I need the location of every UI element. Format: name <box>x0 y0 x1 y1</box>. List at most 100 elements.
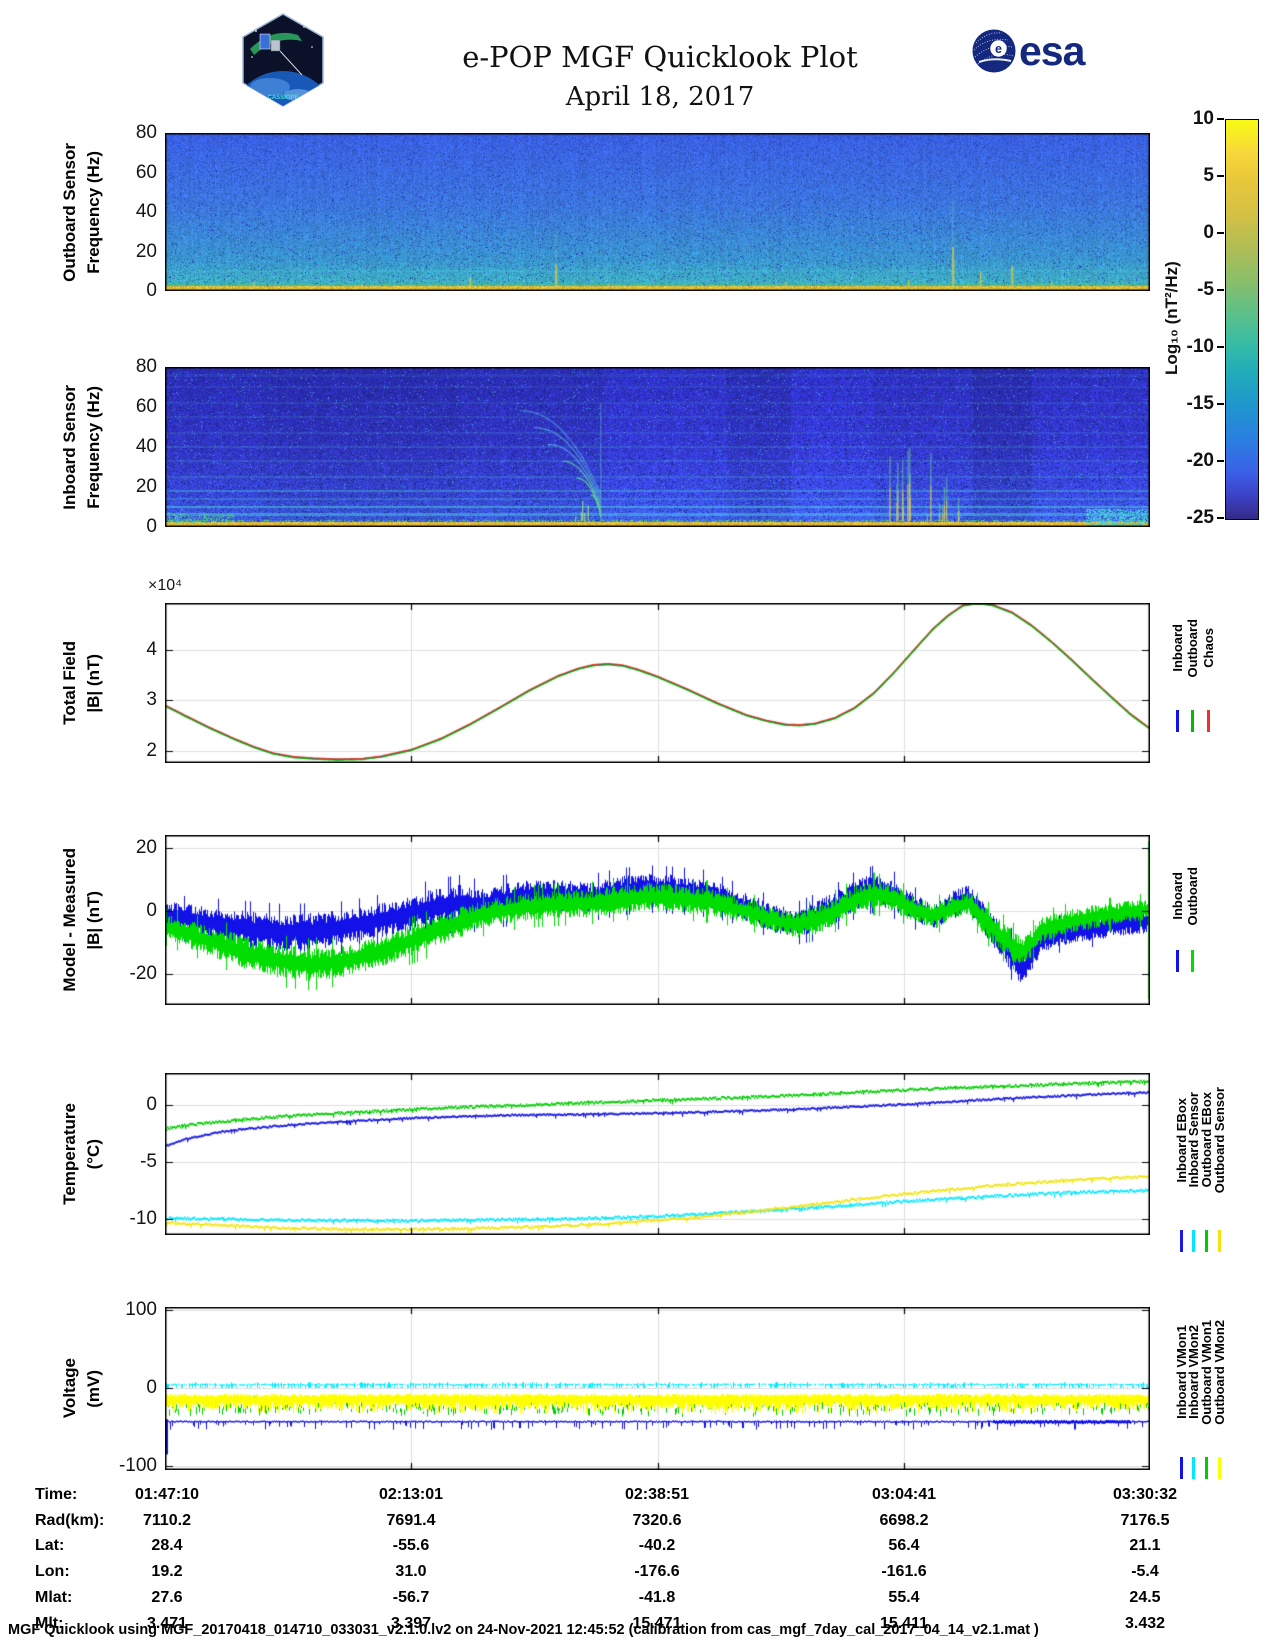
legend-text: Inboard <box>1169 624 1185 672</box>
legend-text: Outboard <box>1185 618 1200 678</box>
legend-swatch-voltage-2 <box>1205 1457 1209 1479</box>
ephemeris-value: 31.0 <box>395 1563 427 1581</box>
legend-text: Outboard VMon2 <box>1211 1319 1227 1425</box>
legend-label-voltage-3: Outboard VMon2 <box>1211 1302 1227 1442</box>
ytick-outboard-spectrogram-80: 80 <box>135 122 157 143</box>
colorbar-tickmark--10 <box>1217 346 1224 348</box>
ylabel-text: Voltage <box>60 1358 79 1419</box>
plot-title: e-POP MGF Quicklook Plot <box>462 40 858 74</box>
time-tick-label: 01:47:10 <box>134 1486 200 1503</box>
plot-date: April 18, 2017 <box>565 82 755 112</box>
ephemeris-row-label: Mlat: <box>35 1588 73 1606</box>
legend-swatch-total-field-2 <box>1206 710 1210 732</box>
legend-label-model-measured-0: Inboard <box>1169 826 1185 966</box>
ytick-outboard-spectrogram-0: 0 <box>146 280 157 301</box>
time-tick-label: 03:30:32 <box>1112 1486 1178 1503</box>
legend-swatch-temperature-2 <box>1205 1230 1209 1252</box>
ephemeris-value: -40.2 <box>638 1537 676 1555</box>
colorbar-tick-0: 0 <box>1203 222 1214 243</box>
ylabel-inboard-spectrogram-line1: Inboard Sensor <box>58 367 82 527</box>
legend-label-total-field-1: Outboard <box>1185 578 1201 718</box>
ephemeris-value: 7176.5 <box>1120 1511 1170 1529</box>
legend-label-total-field-0: Inboard <box>1169 578 1185 718</box>
ylabel-text: Model - Measured <box>60 848 79 992</box>
ephemeris-value: 3.432 <box>1124 1614 1166 1632</box>
ephemeris-value: 28.4 <box>151 1537 183 1555</box>
ephemeris-value: 7691.4 <box>386 1511 436 1529</box>
ytick-outboard-spectrogram-40: 40 <box>135 201 157 222</box>
colorbar-tick--15: -15 <box>1186 393 1214 414</box>
colorbar-tick-10: 10 <box>1192 108 1214 129</box>
ylabel-text: Total Field <box>60 641 79 725</box>
colorbar-tick--20: -20 <box>1186 450 1214 471</box>
ephemeris-value: 7320.6 <box>632 1511 682 1529</box>
ytick-voltage--100: -100 <box>118 1455 157 1477</box>
legend-label-model-measured-1: Outboard <box>1185 826 1201 966</box>
ylabel-temperature-line1: Temperature <box>58 1073 82 1235</box>
colorbar-tickmark-5 <box>1217 175 1224 177</box>
ephemeris-value: 3.397 <box>390 1614 432 1632</box>
outboard-spectrogram-canvas <box>165 133 1150 291</box>
model-measured-canvas <box>165 835 1150 1005</box>
ephemeris-row-label: Time: <box>35 1486 78 1503</box>
ephemeris-value: 7110.2 <box>142 1511 192 1529</box>
legend-label-temperature-3: Outboard Sensor <box>1211 1070 1227 1210</box>
ephemeris-value: 55.4 <box>888 1588 920 1606</box>
ephemeris-row-label: Lat: <box>35 1537 65 1555</box>
cassiope-patch-icon: CASSIOPE <box>242 13 324 112</box>
ephemeris-value: 21.1 <box>1129 1537 1161 1555</box>
colorbar-tick--5: -5 <box>1197 279 1214 300</box>
ylabel-total-field-line1: Total Field <box>58 603 82 763</box>
legend-swatch-voltage-1 <box>1192 1457 1196 1479</box>
ytick-inboard-spectrogram-80: 80 <box>135 356 157 377</box>
colorbar-tickmark-10 <box>1217 118 1224 120</box>
legend-text: Chaos <box>1200 628 1216 668</box>
ephemeris-value: 56.4 <box>888 1537 920 1555</box>
esa-logo: e esa <box>971 27 1085 74</box>
ephemeris-value: -56.7 <box>392 1588 430 1606</box>
ephemeris-value: 15.471 <box>632 1614 682 1632</box>
legend-swatch-total-field-1 <box>1191 710 1194 732</box>
legend-swatch-temperature-1 <box>1192 1230 1196 1252</box>
ytick-outboard-spectrogram-60: 60 <box>135 161 157 183</box>
legend-label-total-field-2: Chaos <box>1200 578 1216 718</box>
temperature-canvas <box>165 1073 1150 1235</box>
ytick-inboard-spectrogram-0: 0 <box>146 516 157 537</box>
ytick-total-field-4: 4 <box>146 638 157 660</box>
ylabel-text: Inboard Sensor <box>60 384 79 510</box>
ephemeris-row-label: Lon: <box>35 1563 70 1581</box>
ytick-temperature--5: -5 <box>140 1150 157 1172</box>
colorbar-tick--25: -25 <box>1186 507 1214 528</box>
ephemeris-value: 3.471 <box>146 1614 188 1632</box>
colorbar-tickmark--25 <box>1217 517 1224 519</box>
legend-text: Outboard <box>1185 866 1200 926</box>
voltage-canvas <box>165 1307 1150 1470</box>
cassiope-patch-text: CASSIOPE <box>267 95 298 101</box>
ytick-total-field-3: 3 <box>146 689 157 711</box>
ephemeris-value: -176.6 <box>634 1563 680 1581</box>
ytick-inboard-spectrogram-20: 20 <box>135 476 157 497</box>
axis-multiplier-total-field: ×10⁴ <box>148 577 183 594</box>
colorbar-tickmark--15 <box>1217 403 1224 405</box>
ylabel-model-measured-line1: Model - Measured <box>58 835 82 1005</box>
ytick-voltage-100: 100 <box>125 1299 157 1321</box>
ytick-model-measured--20: -20 <box>129 963 157 985</box>
ephemeris-value: 19.2 <box>151 1563 183 1581</box>
legend-swatch-voltage-0 <box>1179 1457 1183 1479</box>
ytick-model-measured-20: 20 <box>135 836 157 858</box>
legend-text: Outboard Sensor <box>1211 1086 1227 1194</box>
legend-swatch-temperature-3 <box>1217 1230 1221 1252</box>
colorbar-tickmark--5 <box>1217 289 1224 291</box>
ephemeris-value: -161.6 <box>881 1563 927 1581</box>
ytick-temperature--10: -10 <box>129 1208 157 1230</box>
inboard-spectrogram-canvas <box>165 367 1150 527</box>
ytick-temperature-0: 0 <box>146 1093 157 1115</box>
ephemeris-row-label: Mlt: <box>35 1614 64 1632</box>
ylabel-voltage-line1: Voltage <box>58 1307 82 1470</box>
ylabel-text: Temperature <box>60 1103 79 1205</box>
ytick-total-field-2: 2 <box>146 739 157 761</box>
ytick-outboard-spectrogram-20: 20 <box>135 240 157 262</box>
colorbar-tickmark--20 <box>1217 460 1224 462</box>
footer-text: MGF Quicklook using MGF_20170418_014710_… <box>8 1622 1039 1638</box>
esa-wordmark: esa <box>1019 27 1085 74</box>
